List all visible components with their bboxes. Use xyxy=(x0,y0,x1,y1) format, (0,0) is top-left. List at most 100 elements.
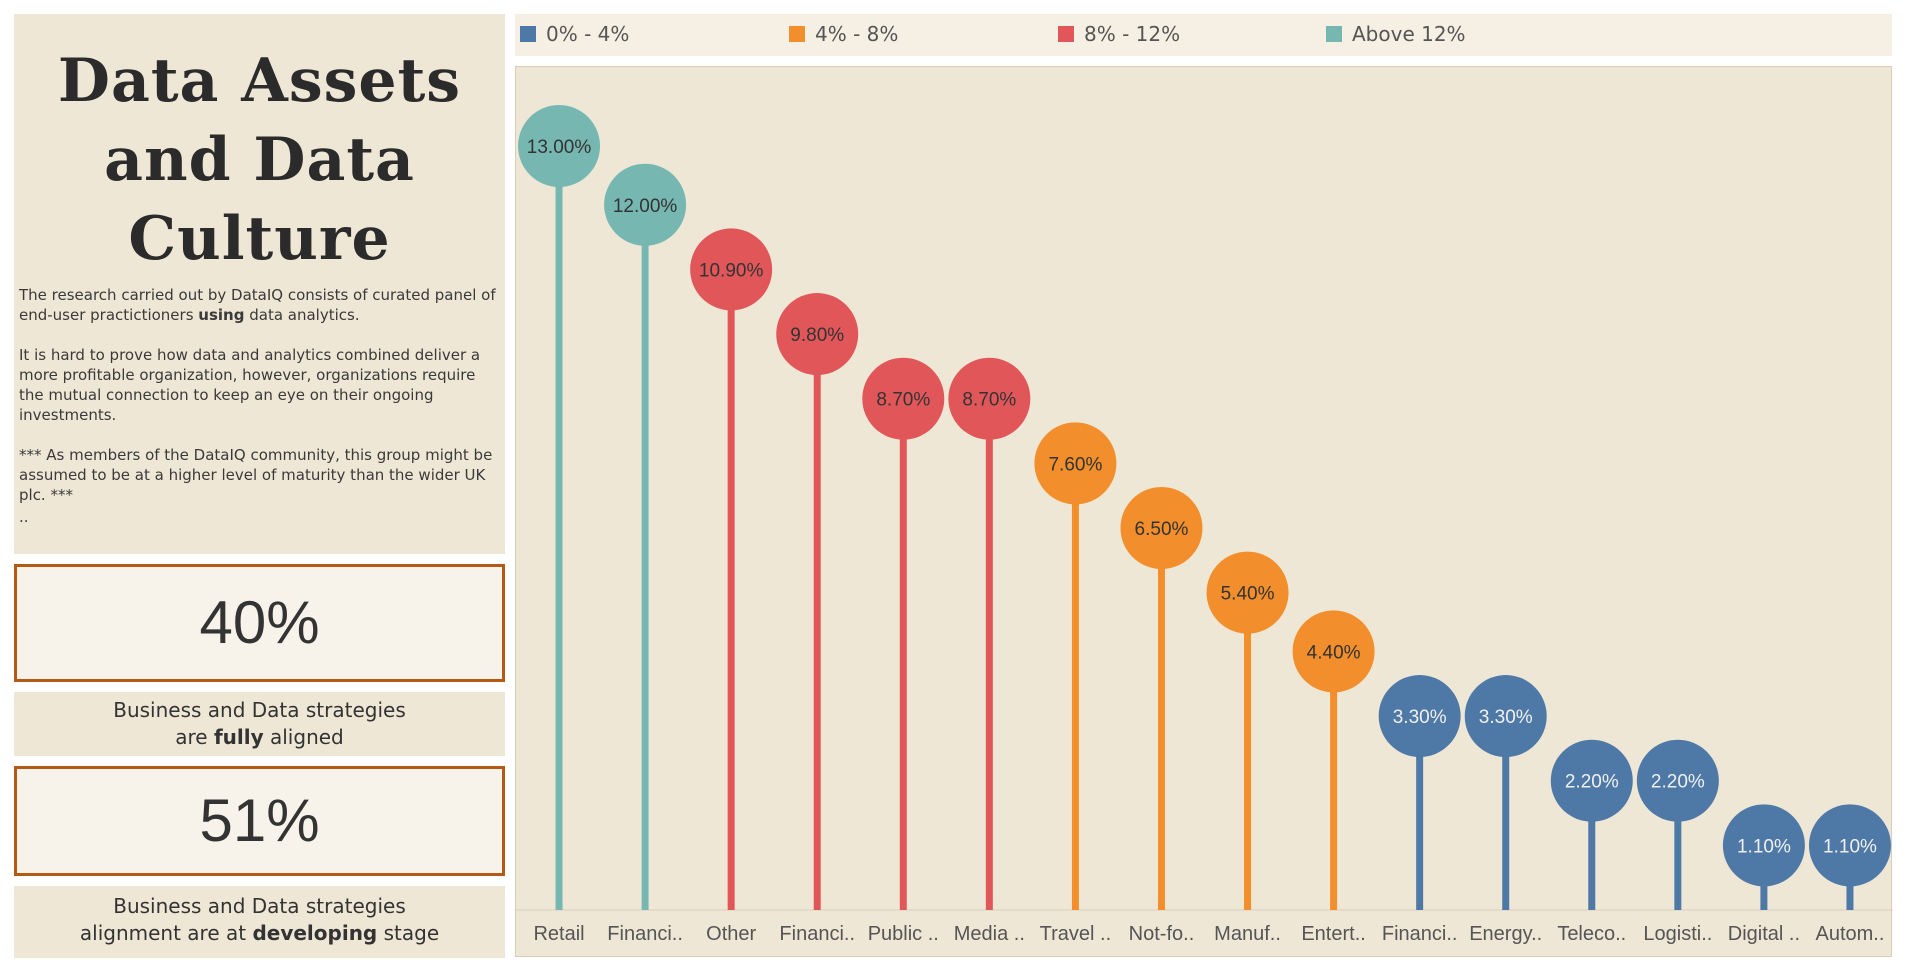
lollipop-1[interactable]: 12.00% Financi.. xyxy=(604,163,687,945)
kpi-2-label-text-a: alignment are at xyxy=(79,921,253,945)
legend-label-above-12: Above 12% xyxy=(1352,22,1466,46)
x-tick-label: Logisti.. xyxy=(1643,923,1712,945)
x-tick-label: Financi.. xyxy=(607,923,683,945)
lollipop-head[interactable] xyxy=(1636,739,1719,822)
data-label: 2.20% xyxy=(1651,772,1705,793)
legend-item-above-12[interactable]: Above 12% xyxy=(1326,21,1466,47)
lollipop-5[interactable]: 8.70% Media .. xyxy=(948,357,1031,945)
lollipop-chart-svg: 13.00% Retail 12.00% Financi.. 10.90% Other 9.… xyxy=(516,105,1893,945)
x-tick-label: Energy.. xyxy=(1469,923,1542,945)
description-dots: .. xyxy=(19,508,29,526)
lollipop-head[interactable] xyxy=(1292,610,1375,693)
data-label: 3.30% xyxy=(1393,707,1447,728)
lollipop-12[interactable]: 2.20% Teleco.. xyxy=(1550,739,1633,945)
kpi-2-label-text-b: stage xyxy=(377,921,440,945)
lollipop-0[interactable]: 13.00% Retail xyxy=(518,105,601,945)
lollipop-head[interactable] xyxy=(1034,422,1117,505)
lollipop-4[interactable]: 8.70% Public .. xyxy=(862,357,945,945)
kpi-developing-value: 51% xyxy=(199,787,320,854)
lollipop-13[interactable]: 2.20% Logisti.. xyxy=(1636,739,1719,945)
lollipop-3[interactable]: 9.80% Financi.. xyxy=(776,293,859,945)
lollipop-head[interactable] xyxy=(1378,675,1461,758)
kpi-fully-aligned-value-box: 40% xyxy=(14,564,505,682)
data-label: 8.70% xyxy=(962,390,1016,411)
legend-swatch-above-12 xyxy=(1326,26,1342,42)
description-text: The research carried out by DataIQ consi… xyxy=(19,285,503,527)
legend-label-0-4: 0% - 4% xyxy=(546,22,630,46)
lollipop-head[interactable] xyxy=(1464,675,1547,758)
kpi-1-label-text-b: aligned xyxy=(263,725,344,749)
legend-swatch-4-8 xyxy=(789,26,805,42)
data-label: 6.50% xyxy=(1135,519,1189,540)
kpi-2-label-bold: developing xyxy=(252,921,378,945)
lollipop-15[interactable]: 1.10% Autom.. xyxy=(1808,804,1891,945)
data-label: 8.70% xyxy=(876,390,930,411)
x-tick-label: Media .. xyxy=(954,923,1025,945)
lollipop-9[interactable]: 4.40% Entert.. xyxy=(1292,610,1375,945)
kpi-developing-value-box: 51% xyxy=(14,766,505,876)
legend-label-4-8: 4% - 8% xyxy=(815,22,899,46)
chart-legend: 0% - 4% 4% - 8% 8% - 12% Above 12% xyxy=(515,14,1892,56)
data-label: 7.60% xyxy=(1048,454,1102,475)
paragraph-1-text-a: The research carried out by DataIQ consi… xyxy=(19,286,496,324)
legend-label-8-12: 8% - 12% xyxy=(1084,22,1181,46)
data-label: 13.00% xyxy=(527,137,592,158)
data-label: 4.40% xyxy=(1307,642,1361,663)
kpi-2-label-line-2: alignment are at developing stage xyxy=(14,920,505,947)
lollipop-head[interactable] xyxy=(1206,551,1289,634)
lollipop-head[interactable] xyxy=(518,105,601,187)
lollipop-head[interactable] xyxy=(1722,804,1805,887)
data-label: 3.30% xyxy=(1479,707,1533,728)
x-tick-label: Digital .. xyxy=(1728,923,1800,945)
data-label: 1.10% xyxy=(1823,836,1877,857)
x-tick-label: Not-fo.. xyxy=(1129,923,1195,945)
legend-swatch-8-12 xyxy=(1058,26,1074,42)
paragraph-1-bold: using xyxy=(198,306,245,324)
data-label: 9.80% xyxy=(790,325,844,346)
lollipop-head[interactable] xyxy=(1120,487,1203,569)
lollipop-14[interactable]: 1.10% Digital .. xyxy=(1722,804,1805,945)
kpi-1-label-bold: fully xyxy=(213,725,264,749)
lollipop-chart: 13.00% Retail 12.00% Financi.. 10.90% Other 9.… xyxy=(515,66,1893,957)
x-tick-label: Financi.. xyxy=(779,923,855,945)
lollipop-10[interactable]: 3.30% Financi.. xyxy=(1378,675,1461,945)
lollipop-head[interactable] xyxy=(776,293,859,376)
kpi-1-label-text-a: are xyxy=(175,725,214,749)
legend-swatch-0-4 xyxy=(520,26,536,42)
lollipop-head[interactable] xyxy=(1808,804,1891,887)
x-tick-label: Financi.. xyxy=(1382,923,1458,945)
lollipop-head[interactable] xyxy=(690,228,773,311)
lollipop-head[interactable] xyxy=(604,163,687,246)
lollipop-7[interactable]: 6.50% Not-fo.. xyxy=(1120,487,1203,945)
legend-item-4-8[interactable]: 4% - 8% xyxy=(789,21,898,47)
kpi-1-label-line-2: are fully aligned xyxy=(14,724,505,751)
lollipop-11[interactable]: 3.30% Energy.. xyxy=(1464,675,1547,945)
x-tick-label: Autom.. xyxy=(1816,923,1885,945)
lollipop-2[interactable]: 10.90% Other xyxy=(690,228,773,945)
data-label: 1.10% xyxy=(1737,836,1791,857)
description-panel: Data Assets and Data Culture The researc… xyxy=(14,14,505,554)
data-label: 10.90% xyxy=(699,260,764,281)
legend-item-0-4[interactable]: 0% - 4% xyxy=(520,21,629,47)
lollipop-6[interactable]: 7.60% Travel .. xyxy=(1034,422,1117,945)
kpi-developing-label: Business and Data strategies alignment a… xyxy=(14,886,505,958)
description-paragraph-1: The research carried out by DataIQ consi… xyxy=(19,285,503,325)
lollipop-head[interactable] xyxy=(862,357,945,440)
description-paragraph-3: *** As members of the DataIQ community, … xyxy=(19,446,493,504)
kpi-fully-aligned-label: Business and Data strategies are fully a… xyxy=(14,692,505,756)
x-tick-label: Teleco.. xyxy=(1557,923,1626,945)
data-label: 2.20% xyxy=(1565,772,1619,793)
kpi-1-label-line-1: Business and Data strategies xyxy=(113,698,406,722)
lollipop-8[interactable]: 5.40% Manuf.. xyxy=(1206,551,1289,945)
lollipop-head[interactable] xyxy=(1550,739,1633,822)
x-tick-label: Retail xyxy=(533,923,584,945)
kpi-fully-aligned-value: 40% xyxy=(199,589,320,656)
kpi-2-label-line-1: Business and Data strategies xyxy=(113,894,406,918)
x-tick-label: Manuf.. xyxy=(1214,923,1281,945)
x-tick-label: Other xyxy=(706,923,756,945)
paragraph-1-text-b: data analytics. xyxy=(244,306,360,324)
x-tick-label: Travel .. xyxy=(1040,923,1112,945)
legend-item-8-12[interactable]: 8% - 12% xyxy=(1058,21,1180,47)
data-label: 5.40% xyxy=(1221,584,1275,605)
lollipop-head[interactable] xyxy=(948,357,1031,440)
